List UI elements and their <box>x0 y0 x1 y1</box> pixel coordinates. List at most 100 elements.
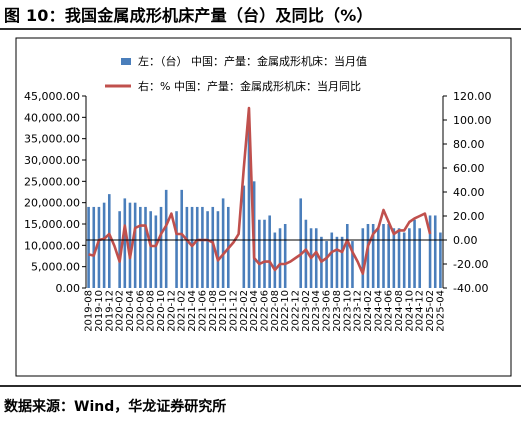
left-axis: 0.00 5,000.00 10,000.00 15,000.00 20,000.00 2… <box>24 90 87 295</box>
x-tick-label: 2024-04 <box>373 290 384 332</box>
bar-2019-09 <box>92 206 96 288</box>
bar-2021-01 <box>175 211 178 288</box>
plot-frame <box>15 37 512 377</box>
bar-2024-07 <box>392 228 396 288</box>
bar-2023-07 <box>330 232 334 288</box>
x-tick-label: 2025-02 <box>425 290 436 332</box>
x-tick-label: 2020-10 <box>156 290 167 332</box>
bar-2019-10 <box>97 206 101 288</box>
bar-series <box>87 125 442 289</box>
right-tick-label: 80.00 <box>453 138 485 151</box>
bar-2024-05 <box>382 224 385 288</box>
x-tick-label: 2024-06 <box>384 290 395 332</box>
left-tick-label: 5,000.00 <box>31 261 80 274</box>
bar-2025-04 <box>439 232 442 288</box>
bar-2021-09 <box>216 211 220 288</box>
x-tick-label: 2023-10 <box>342 290 353 332</box>
bar-2024-01 <box>361 228 365 288</box>
bar-2024-03 <box>371 224 375 288</box>
x-tick-label: 2024-08 <box>394 290 405 332</box>
left-tick-label: 40,000.00 <box>24 111 80 124</box>
right-tick-label: -40.00 <box>453 282 488 295</box>
left-tick-label: 0.00 <box>56 282 81 295</box>
chart: 0.00 5,000.00 10,000.00 15,000.00 20,000.00 2… <box>15 37 512 377</box>
bar-2024-02 <box>366 224 370 288</box>
bar-2020-06 <box>139 206 142 288</box>
bar-2023-10 <box>345 224 349 288</box>
x-tick-label: 2022-02 <box>239 290 250 332</box>
x-tick-label: 2021-06 <box>197 290 208 332</box>
bar-2022-02 <box>242 185 246 288</box>
right-tick-label: 0.00 <box>453 234 478 247</box>
bar-2020-02 <box>118 211 121 288</box>
bar-2022-09 <box>278 228 282 288</box>
bar-2021-08 <box>211 206 215 288</box>
bar-2020-05 <box>133 202 137 288</box>
left-tick-label: 25,000.00 <box>24 175 80 188</box>
x-tick-label: 2023-06 <box>322 290 333 332</box>
bar-2024-11 <box>413 219 416 288</box>
x-tick-label: 2022-08 <box>270 290 281 332</box>
x-tick-label: 2022-06 <box>260 290 271 332</box>
legend-bar-swatch <box>121 58 131 65</box>
bar-2022-03 <box>247 125 251 289</box>
x-tick-label: 2023-04 <box>311 290 322 332</box>
right-tick-label: 100.00 <box>453 114 492 127</box>
left-tick-label: 10,000.00 <box>24 239 80 252</box>
bar-2025-02 <box>428 215 432 288</box>
x-tick-label: 2019-08 <box>84 290 95 332</box>
right-tick-label: -20.00 <box>453 258 488 271</box>
right-tick-label: 40.00 <box>453 186 485 199</box>
bar-2024-12 <box>418 228 422 288</box>
left-tick-label: 20,000.00 <box>24 197 80 210</box>
legend-bar-label: 左：（台） 中国：产量：金属成形机床：当月值 <box>138 54 367 68</box>
x-tick-label: 2021-02 <box>177 290 188 332</box>
x-tick-label: 2025-04 <box>435 290 446 332</box>
bar-2022-08 <box>273 232 277 288</box>
top-rule <box>0 28 521 30</box>
bar-2023-11 <box>351 241 354 288</box>
x-tick-label: 2021-08 <box>208 290 219 332</box>
x-tick-label: 2023-08 <box>332 290 343 332</box>
bar-2020-08 <box>149 211 152 288</box>
right-axis: -40.00 -20.00 0.00 20.00 40.00 60.00 80.00 100.… <box>442 90 492 295</box>
x-tick-label: 2019-12 <box>104 290 115 332</box>
bar-2021-06 <box>201 206 204 288</box>
bar-2023-06 <box>325 241 328 288</box>
right-tick-label: 20.00 <box>453 210 485 223</box>
bar-2023-09 <box>340 236 344 288</box>
bar-2022-10 <box>283 224 287 288</box>
legend: 左：（台） 中国：产量：金属成形机床：当月值 右：% 中国：产量：金属成形机床：… <box>105 54 367 93</box>
bar-2024-04 <box>377 228 380 288</box>
bar-2022-07 <box>268 215 271 288</box>
x-tick-label: 2021-10 <box>218 290 229 332</box>
bar-2021-05 <box>195 206 199 288</box>
bar-2021-04 <box>190 206 194 288</box>
x-tick-label: 2020-04 <box>125 290 136 332</box>
bar-2020-07 <box>144 206 147 288</box>
bar-2019-08 <box>87 206 90 288</box>
left-tick-label: 30,000.00 <box>24 154 80 167</box>
left-tick-label: 35,000.00 <box>24 133 80 146</box>
bar-2019-12 <box>107 194 111 288</box>
bar-2024-08 <box>397 228 401 288</box>
bar-2024-10 <box>408 228 411 288</box>
bar-2019-11 <box>102 202 106 288</box>
bar-2020-09 <box>154 215 158 288</box>
bar-2021-10 <box>221 198 225 288</box>
bar-2021-07 <box>206 211 209 288</box>
x-tick-label: 2024-02 <box>363 290 374 332</box>
x-tick-label: 2020-02 <box>115 290 126 332</box>
bar-2023-08 <box>335 236 339 288</box>
figure-title: 图 10：我国金属成形机床产量（台）及同比（%） <box>4 6 373 25</box>
x-tick-label: 2024-10 <box>404 290 415 332</box>
right-tick-label: 60.00 <box>453 162 485 175</box>
right-tick-label: 120.00 <box>453 90 492 103</box>
bottom-rule <box>0 385 521 387</box>
bar-2021-03 <box>185 206 189 288</box>
bar-2025-03 <box>433 215 437 288</box>
bar-2023-02 <box>304 219 308 288</box>
source-note: 数据来源：Wind，华龙证券研究所 <box>4 399 227 415</box>
x-tick-label: 2023-12 <box>353 290 364 332</box>
bar-2020-04 <box>128 202 132 288</box>
